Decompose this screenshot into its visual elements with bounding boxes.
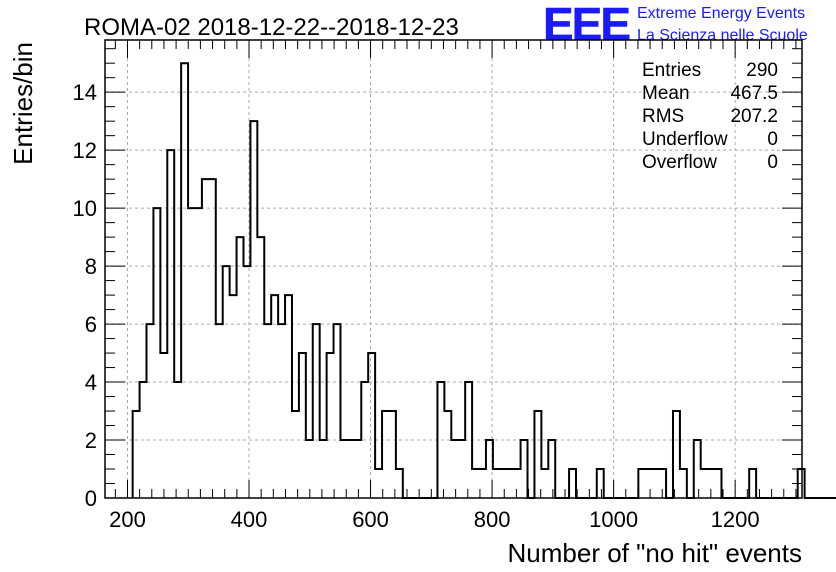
x-axis-ticks: 200 400 600 800 1000 1200 — [109, 40, 797, 532]
eee-logo: EEE Extreme Energy Events La Scienza nel… — [543, 0, 808, 50]
x-tick-label: 1200 — [711, 507, 760, 532]
chart-title: ROMA-02 2018-12-22--2018-12-23 — [84, 14, 459, 41]
histogram-bin — [181, 63, 188, 498]
eee-logo-text: EEE — [543, 0, 629, 50]
histogram-bin — [147, 324, 154, 498]
histogram-bin — [534, 411, 541, 498]
stats-label: Underflow — [642, 129, 728, 150]
y-tick-label: 12 — [73, 138, 97, 163]
y-tick-label: 2 — [85, 428, 97, 453]
histogram-bin — [541, 469, 548, 498]
histogram-bin — [569, 469, 576, 498]
stats-value: 207.2 — [730, 106, 778, 127]
histogram-bin — [548, 440, 555, 498]
y-tick-label: 8 — [85, 254, 97, 279]
stats-label: Entries — [642, 60, 701, 81]
histogram-bin — [347, 440, 354, 498]
histogram-bin — [673, 411, 680, 498]
histogram-bin — [216, 324, 223, 498]
histogram-bin — [278, 324, 285, 498]
histogram-bin — [250, 121, 257, 498]
histogram-bin — [160, 353, 167, 498]
x-tick-label: 200 — [109, 507, 146, 532]
y-tick-label: 10 — [73, 196, 97, 221]
histogram-bin — [313, 324, 320, 498]
histogram-bin — [521, 440, 528, 498]
histogram-bin — [458, 440, 465, 498]
histogram-bin — [133, 411, 140, 498]
stats-label: Mean — [642, 83, 690, 104]
x-tick-label: 400 — [231, 507, 268, 532]
histogram-bin — [202, 179, 209, 498]
histogram-bin — [749, 469, 756, 498]
histogram-bin — [652, 469, 659, 498]
histogram-bin — [638, 469, 645, 498]
histogram-bin — [368, 353, 375, 498]
histogram-bin — [195, 208, 202, 498]
y-axis-ticks: 0 2 4 6 8 10 12 14 — [73, 48, 802, 511]
histogram-bin — [153, 208, 160, 498]
histogram-bin — [507, 469, 514, 498]
histogram-bin — [597, 469, 604, 498]
stats-label: RMS — [642, 106, 684, 127]
x-tick-label: 600 — [352, 507, 389, 532]
histogram-outline — [131, 62, 836, 499]
histogram-bin — [257, 237, 264, 498]
histogram-bin — [396, 469, 403, 498]
histogram-bin — [299, 353, 306, 498]
stats-value: 290 — [746, 60, 778, 81]
histogram-bin — [514, 469, 521, 498]
stats-value: 467.5 — [730, 83, 778, 104]
x-tick-label: 1000 — [589, 507, 638, 532]
histogram-bin — [472, 469, 479, 498]
x-axis-label: Number of "no hit" events — [508, 538, 803, 568]
histogram-bin — [354, 440, 361, 498]
histogram-bin — [327, 353, 334, 498]
histogram-bin — [645, 469, 652, 498]
histogram-bin — [444, 411, 451, 498]
stats-value: 0 — [767, 152, 778, 173]
histogram-bars — [131, 62, 836, 499]
histogram-bin — [237, 237, 244, 498]
histogram-bin — [271, 295, 278, 498]
grid-lines — [105, 40, 802, 498]
y-tick-label: 6 — [85, 312, 97, 337]
histogram-bin — [715, 469, 722, 498]
x-tick-label: 800 — [474, 507, 511, 532]
histogram-bin — [375, 469, 382, 498]
y-tick-label: 14 — [73, 80, 97, 105]
histogram-bin — [285, 295, 292, 498]
y-axis-label: Entries/bin — [8, 42, 38, 165]
histogram-bin — [188, 208, 195, 498]
histogram-bin — [334, 324, 341, 498]
y-tick-label: 0 — [85, 486, 97, 511]
histogram-bin — [382, 411, 389, 498]
histogram-bin — [451, 440, 458, 498]
y-tick-label: 4 — [85, 370, 97, 395]
histogram-bin — [500, 469, 507, 498]
histogram-bin — [320, 440, 327, 498]
histogram-bin — [230, 295, 237, 498]
stats-value: 0 — [767, 129, 778, 150]
histogram-bin — [389, 411, 396, 498]
histogram-bin — [493, 469, 500, 498]
histogram-bin — [292, 411, 299, 498]
stats-label: Overflow — [642, 152, 717, 173]
eee-logo-line1: Extreme Energy Events — [637, 5, 805, 22]
histogram-bin — [264, 324, 271, 498]
histogram-bin — [694, 440, 701, 498]
histogram-bin — [701, 469, 708, 498]
histogram-bin — [680, 469, 687, 498]
plot-frame — [104, 39, 803, 499]
histogram-bin — [209, 179, 216, 498]
